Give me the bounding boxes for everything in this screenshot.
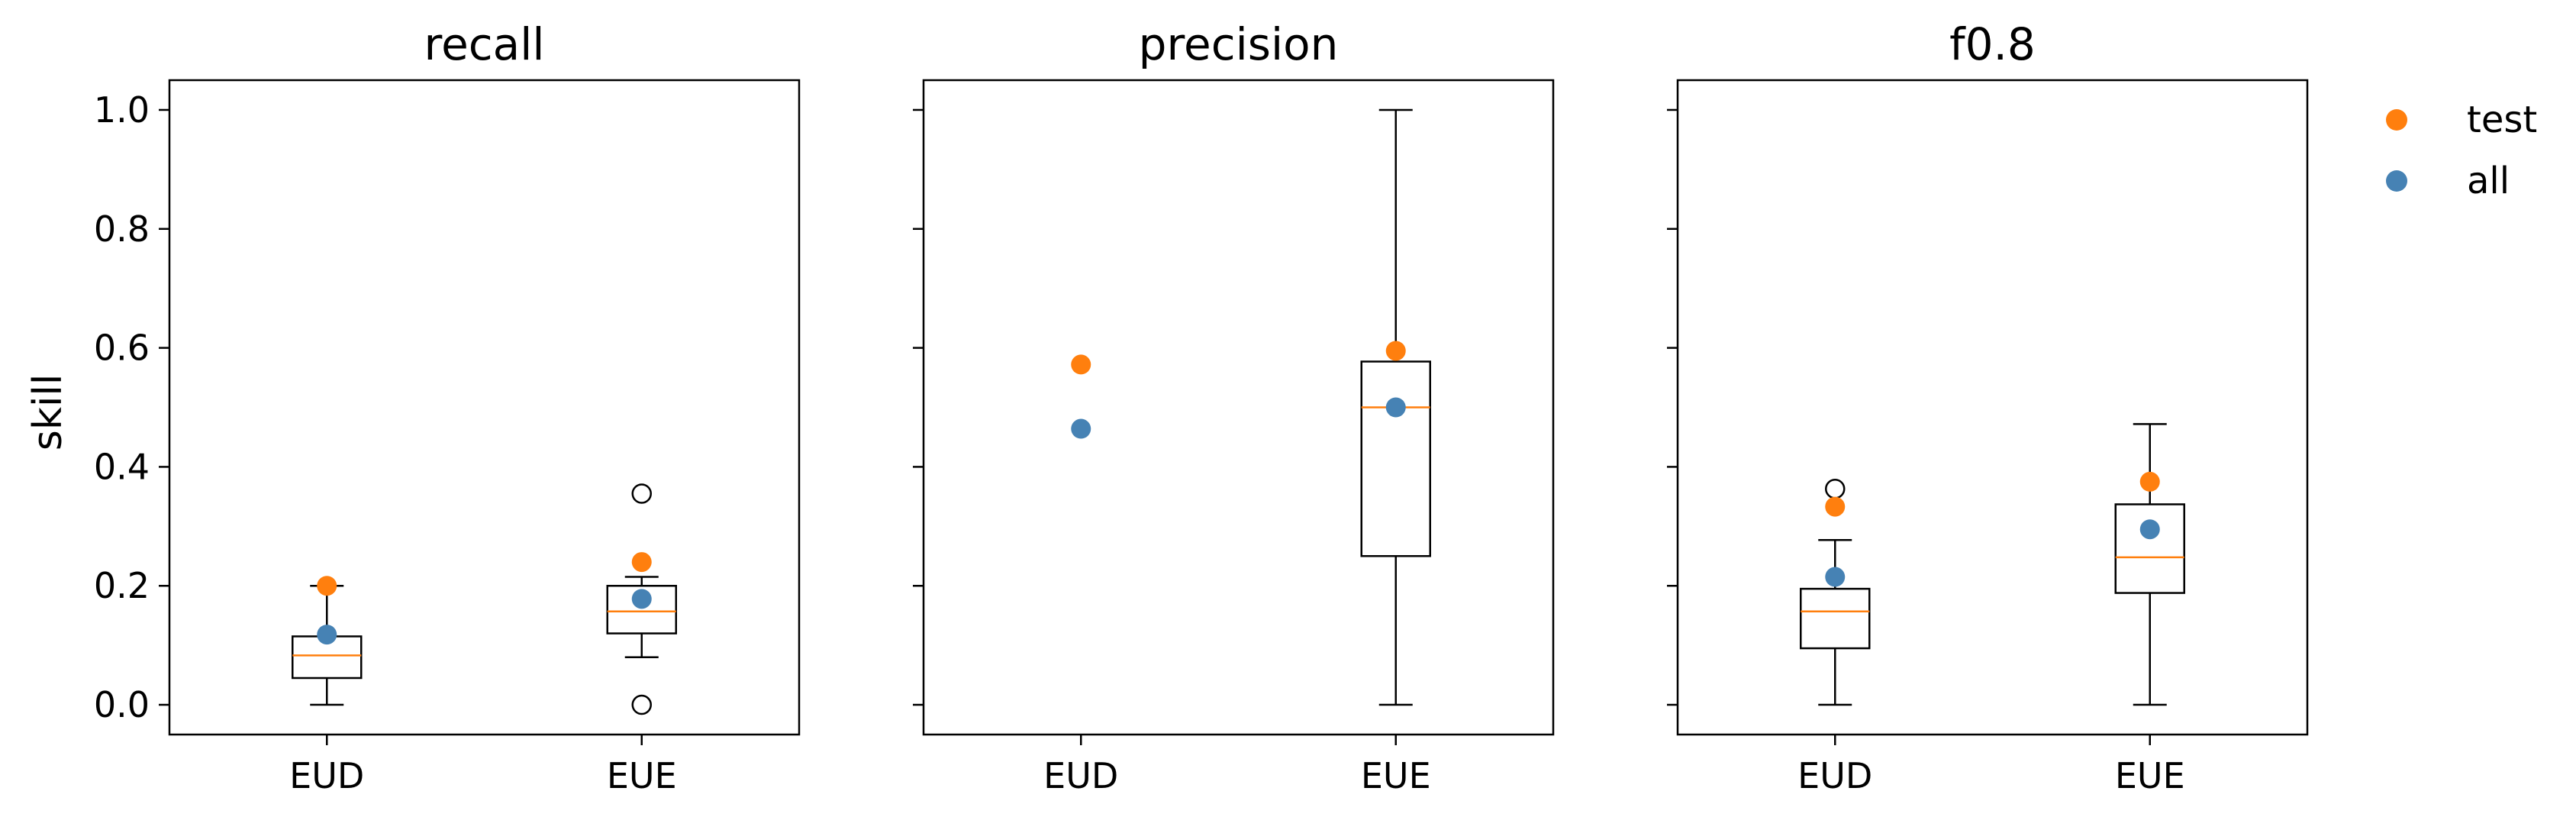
test-point bbox=[1385, 341, 1406, 361]
panel-title: recall bbox=[424, 18, 545, 70]
box-eue bbox=[606, 483, 677, 715]
all-point bbox=[2139, 519, 2160, 540]
test-point bbox=[2139, 471, 2160, 492]
box-body bbox=[2114, 503, 2185, 594]
all-point bbox=[317, 625, 337, 645]
test-point bbox=[317, 576, 337, 596]
outlier-point bbox=[631, 483, 652, 504]
test-point bbox=[631, 552, 652, 573]
test-point bbox=[1071, 354, 1091, 375]
x-tick-label: EUD bbox=[1043, 755, 1118, 796]
outlier-point bbox=[631, 694, 652, 715]
y-tick-label: 1.0 bbox=[94, 89, 150, 131]
all-point bbox=[1071, 418, 1091, 439]
panel-f0-8: f0.8 EUD EUE bbox=[1667, 18, 2309, 796]
y-tick-label: 0.2 bbox=[94, 565, 150, 606]
x-tick-label: EUE bbox=[607, 755, 677, 796]
box-body bbox=[1360, 360, 1431, 557]
y-tick-label: 0.0 bbox=[94, 684, 150, 725]
all-point bbox=[1825, 567, 1846, 587]
panel-recall: recall 0.0 0.2 0.4 0.6 0.8 1.0 EUD EUE bbox=[94, 18, 801, 796]
test-point bbox=[1825, 496, 1846, 517]
box-eue bbox=[2114, 423, 2185, 706]
all-point bbox=[1385, 397, 1406, 418]
all-point bbox=[631, 589, 652, 609]
outlier-point bbox=[1825, 478, 1846, 499]
axes-frame bbox=[168, 79, 801, 736]
panel-title: f0.8 bbox=[1949, 18, 2036, 70]
panels: recall 0.0 0.2 0.4 0.6 0.8 1.0 EUD EUE precision E… bbox=[94, 18, 2309, 796]
y-tick-label: 0.4 bbox=[94, 446, 150, 487]
panel-precision: precision EUD EUE bbox=[913, 18, 1555, 796]
legend-marker-test bbox=[2386, 109, 2407, 131]
x-tick-label: EUE bbox=[2115, 755, 2185, 796]
axes-frame bbox=[922, 79, 1555, 736]
box-eud bbox=[292, 584, 363, 706]
y-axis-label: skill bbox=[25, 374, 71, 451]
x-tick-label: EUE bbox=[1361, 755, 1431, 796]
box-body bbox=[606, 584, 677, 635]
y-tick-label: 0.8 bbox=[94, 208, 150, 250]
legend-label-all: all bbox=[2467, 160, 2510, 202]
axes-frame bbox=[1676, 79, 2309, 736]
legend-label-test: test bbox=[2467, 98, 2537, 141]
y-tick-label: 0.6 bbox=[94, 328, 150, 369]
x-tick-label: EUD bbox=[1797, 755, 1872, 796]
box-body bbox=[1800, 587, 1871, 650]
x-tick-label: EUD bbox=[289, 755, 364, 796]
legend-marker-all bbox=[2386, 170, 2407, 192]
panel-title: precision bbox=[1139, 18, 1339, 70]
legend: test all bbox=[2386, 98, 2537, 202]
